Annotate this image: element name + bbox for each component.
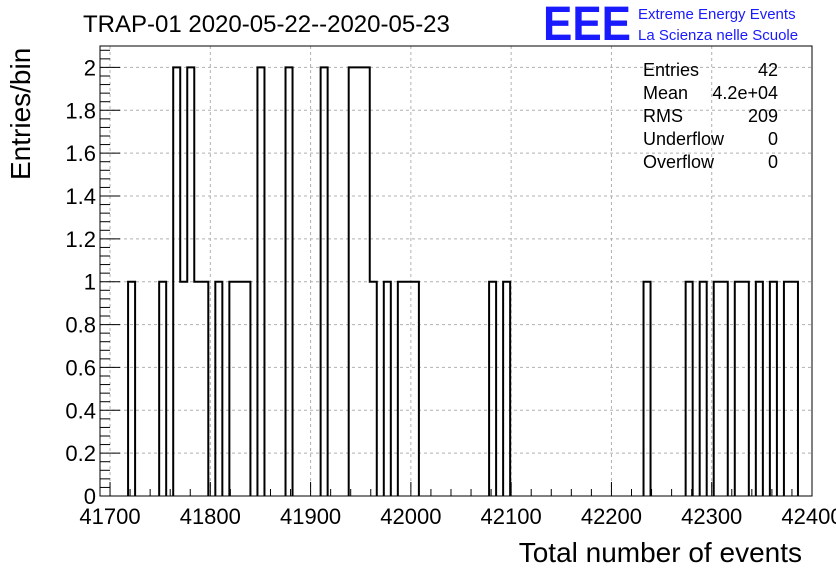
histogram-bin: [173, 67, 180, 496]
histogram-bin: [236, 282, 243, 496]
x-tick-label: 41700: [79, 504, 140, 529]
histogram-bin: [756, 282, 763, 496]
logo-line2: La Scienza nelle Scuole: [638, 27, 798, 44]
y-tick-label: 1.2: [65, 227, 96, 252]
stats-value: 4.2e+04: [712, 83, 778, 103]
stats-value: 0: [768, 129, 778, 149]
x-tick-label: 41800: [180, 504, 241, 529]
stats-label: Entries: [643, 60, 699, 80]
histogram-bin: [159, 282, 166, 496]
histogram-bin: [194, 282, 201, 496]
logo-mark: EEE: [543, 0, 631, 51]
y-tick-label: 1: [84, 270, 96, 295]
y-axis-title: Entries/bin: [5, 48, 36, 180]
y-tick-label: 0.6: [65, 355, 96, 380]
histogram-bin: [686, 282, 693, 496]
histogram-bin: [503, 282, 510, 496]
stats-value: 0: [768, 152, 778, 172]
histogram-bin: [791, 282, 798, 496]
y-tick-label: 1.8: [65, 98, 96, 123]
chart-title: TRAP-01 2020-05-22--2020-05-23: [83, 11, 450, 38]
histogram-bin: [363, 67, 370, 496]
x-tick-label: 42300: [681, 504, 742, 529]
histogram-bin: [321, 67, 328, 496]
histogram-bin: [714, 282, 721, 496]
histogram-bin: [215, 282, 222, 496]
x-tick-label: 41900: [280, 504, 341, 529]
x-axis-title: Total number of events: [519, 537, 802, 568]
y-tick-label: 0.4: [65, 398, 96, 423]
histogram-bin: [735, 282, 742, 496]
x-tick-label: 42100: [481, 504, 542, 529]
eee-logo: EEE Extreme Energy Events La Scienza nel…: [543, 0, 798, 51]
histogram-bin: [721, 282, 728, 496]
tick-labels: 41700 41800 41900 42000 42100 42200 42300 4240 0…: [65, 55, 836, 529]
stats-label: Overflow: [643, 152, 715, 172]
y-tick-label: 1.4: [65, 184, 96, 209]
histogram-bin: [398, 282, 405, 496]
y-tick-label: 0: [84, 484, 96, 509]
stats-box: Entries 42 Mean 4.2e+04 RMS 209 Underflow 0 Over…: [643, 60, 778, 172]
stats-label: Underflow: [643, 129, 725, 149]
y-tick-label: 0.2: [65, 441, 96, 466]
grid-layer: [100, 46, 812, 496]
histogram-bin: [180, 282, 187, 496]
histogram-outline: [127, 66, 799, 496]
histogram-bin: [229, 282, 236, 496]
histogram-bin: [201, 282, 208, 496]
histogram-bin: [257, 67, 264, 496]
histogram-bin: [405, 282, 412, 496]
plot-frame: [99, 45, 813, 497]
histogram-bin: [770, 282, 777, 496]
y-tick-label: 1.6: [65, 141, 96, 166]
histogram-bin: [286, 67, 293, 496]
histogram-bin: [412, 282, 419, 496]
histogram-bin: [187, 67, 194, 496]
histogram-bin: [128, 282, 135, 496]
histogram-bin: [356, 67, 363, 496]
histogram-bin: [700, 282, 707, 496]
histogram-bin: [742, 282, 749, 496]
histogram-bin: [243, 282, 250, 496]
stats-label: RMS: [643, 106, 683, 126]
stats-value: 209: [748, 106, 778, 126]
x-tick-label: 42000: [380, 504, 441, 529]
histogram-bin: [384, 282, 391, 496]
y-tick-label: 2: [84, 55, 96, 80]
y-tick-label: 0.8: [65, 313, 96, 338]
histogram-bin: [644, 282, 651, 496]
histogram-bars: [127, 66, 799, 496]
histogram-bin: [489, 282, 496, 496]
x-tick-label: 42200: [581, 504, 642, 529]
stats-label: Mean: [643, 83, 688, 103]
histogram-bin: [349, 67, 356, 496]
histogram-bin: [370, 282, 377, 496]
axis-ticks: [100, 49, 813, 497]
stats-value: 42: [758, 60, 778, 80]
logo-line1: Extreme Energy Events: [638, 6, 796, 23]
histogram-bin: [784, 282, 791, 496]
